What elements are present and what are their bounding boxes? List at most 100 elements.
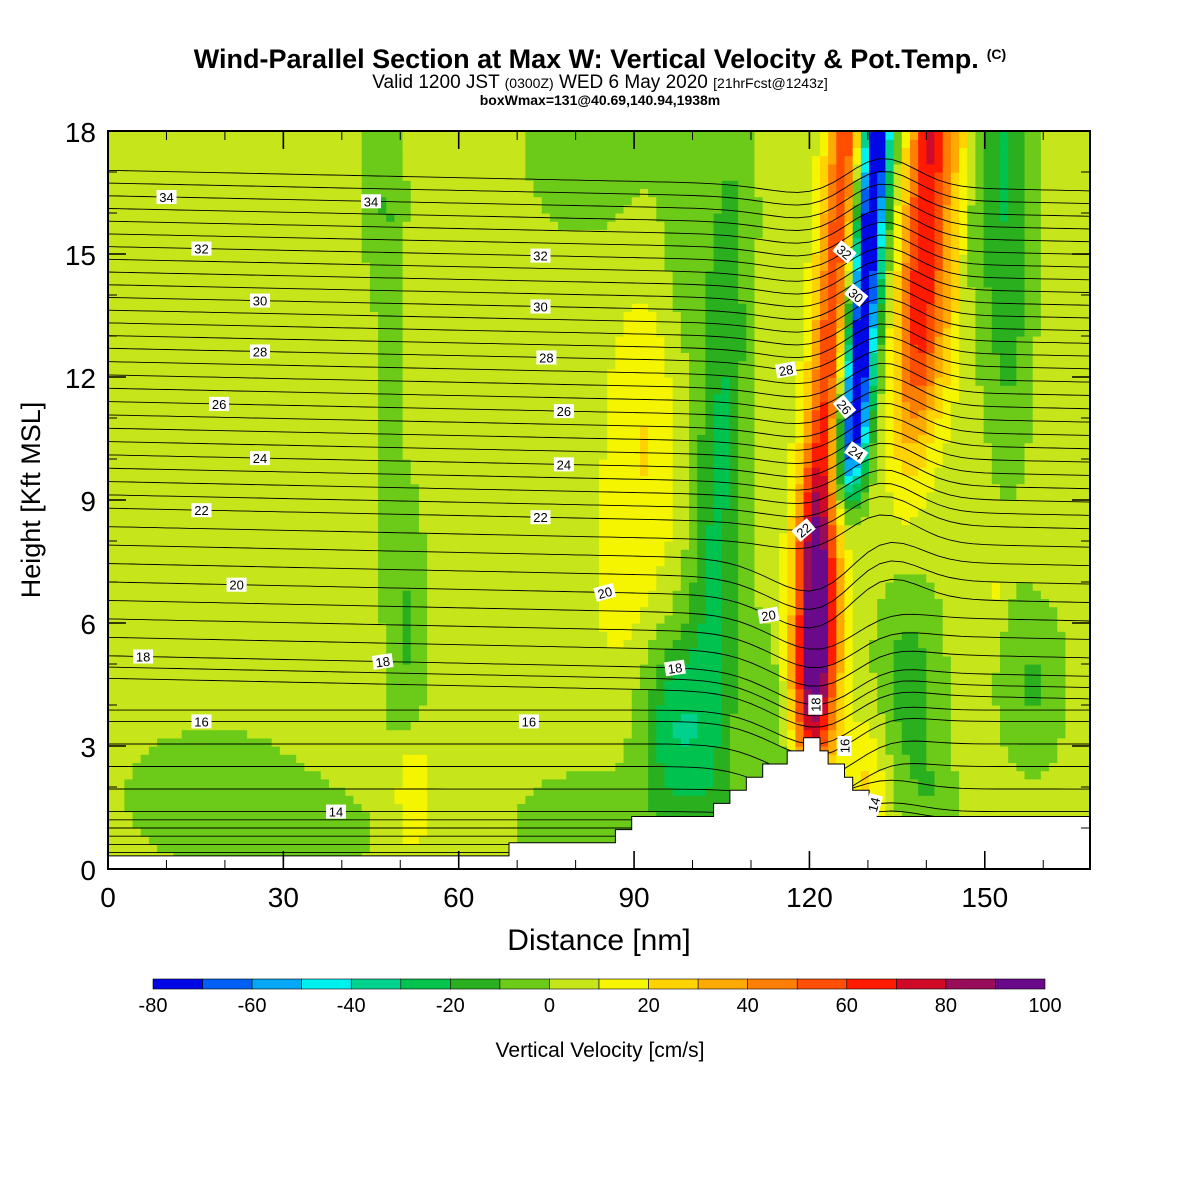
velocity-cell [902,721,911,730]
velocity-cell [902,582,911,591]
velocity-cell [681,648,690,657]
velocity-cell [640,525,649,534]
velocity-cell [664,533,673,542]
velocity-cell [206,574,215,583]
velocity-cell [754,590,763,599]
velocity-cell [239,713,248,722]
velocity-cell [362,664,371,673]
velocity-cell [435,713,444,722]
velocity-cell [272,795,281,804]
velocity-cell [493,656,502,665]
velocity-cell [1074,664,1083,673]
velocity-cell [1033,705,1042,714]
velocity-cell [124,754,133,763]
velocity-cell [509,746,518,755]
velocity-cell [632,754,641,763]
velocity-cell [853,746,862,755]
velocity-cell [615,672,624,681]
velocity-cell [1057,730,1066,739]
velocity-cell [517,664,526,673]
velocity-cell [836,615,845,624]
velocity-cell [460,623,469,632]
velocity-cell [239,779,248,788]
velocity-cell [566,557,575,566]
velocity-cell [476,631,485,640]
velocity-cell [697,656,706,665]
velocity-cell [1057,549,1066,558]
velocity-cell [967,721,976,730]
velocity-cell [239,664,248,673]
velocity-cell [345,803,354,812]
velocity-cell [648,705,657,714]
velocity-cell [247,820,256,829]
velocity-cell [1025,697,1034,706]
velocity-cell [444,820,453,829]
velocity-cell [419,787,428,796]
velocity-cell [403,779,412,788]
velocity-cell [730,754,739,763]
velocity-cell [574,779,583,788]
velocity-cell [1033,746,1042,755]
velocity-cell [1049,754,1058,763]
velocity-cell [935,803,944,812]
velocity-cell [771,566,780,575]
velocity-cell [124,590,133,599]
velocity-cell [288,771,297,780]
velocity-cell [198,754,207,763]
velocity-cell [263,549,272,558]
velocity-cell [722,705,731,714]
velocity-cell [542,549,551,558]
velocity-cell [517,680,526,689]
velocity-cell [1041,549,1050,558]
velocity-cell [1000,639,1009,648]
velocity-cell [812,730,821,739]
velocity-cell [894,566,903,575]
velocity-cell [754,754,763,763]
velocity-cell [321,795,330,804]
velocity-cell [640,746,649,755]
velocity-cell [362,730,371,739]
velocity-cell [460,598,469,607]
velocity-cell [722,541,731,550]
velocity-cell [599,754,608,763]
velocity-cell [296,812,305,821]
velocity-cell [304,697,313,706]
velocity-cell [795,598,804,607]
velocity-cell [239,812,248,821]
velocity-cell [615,730,624,739]
velocity-cell [435,754,444,763]
velocity-cell [943,607,952,616]
velocity-cell [632,746,641,755]
velocity-cell [141,590,150,599]
velocity-cell [214,754,223,763]
velocity-cell [509,656,518,665]
velocity-cell [615,541,624,550]
velocity-cell [206,541,215,550]
velocity-cell [411,623,420,632]
velocity-cell [566,787,575,796]
velocity-cell [656,771,665,780]
velocity-cell [476,713,485,722]
velocity-cell [632,648,641,657]
velocity-cell [124,697,133,706]
velocity-cell [296,787,305,796]
velocity-cell [223,631,232,640]
velocity-cell [763,623,772,632]
velocity-cell [853,549,862,558]
velocity-cell [214,779,223,788]
velocity-cell [419,631,428,640]
velocity-cell [157,639,166,648]
velocity-cell [337,566,346,575]
velocity-cell [714,771,723,780]
velocity-cell [493,820,502,829]
velocity-cell [345,672,354,681]
velocity-cell [108,680,117,689]
velocity-cell [141,713,150,722]
velocity-cell [280,648,289,657]
velocity-cell [558,787,567,796]
velocity-cell [386,590,395,599]
velocity-cell [1057,803,1066,812]
velocity-cell [427,754,436,763]
velocity-cell [149,730,158,739]
velocity-cell [427,803,436,812]
